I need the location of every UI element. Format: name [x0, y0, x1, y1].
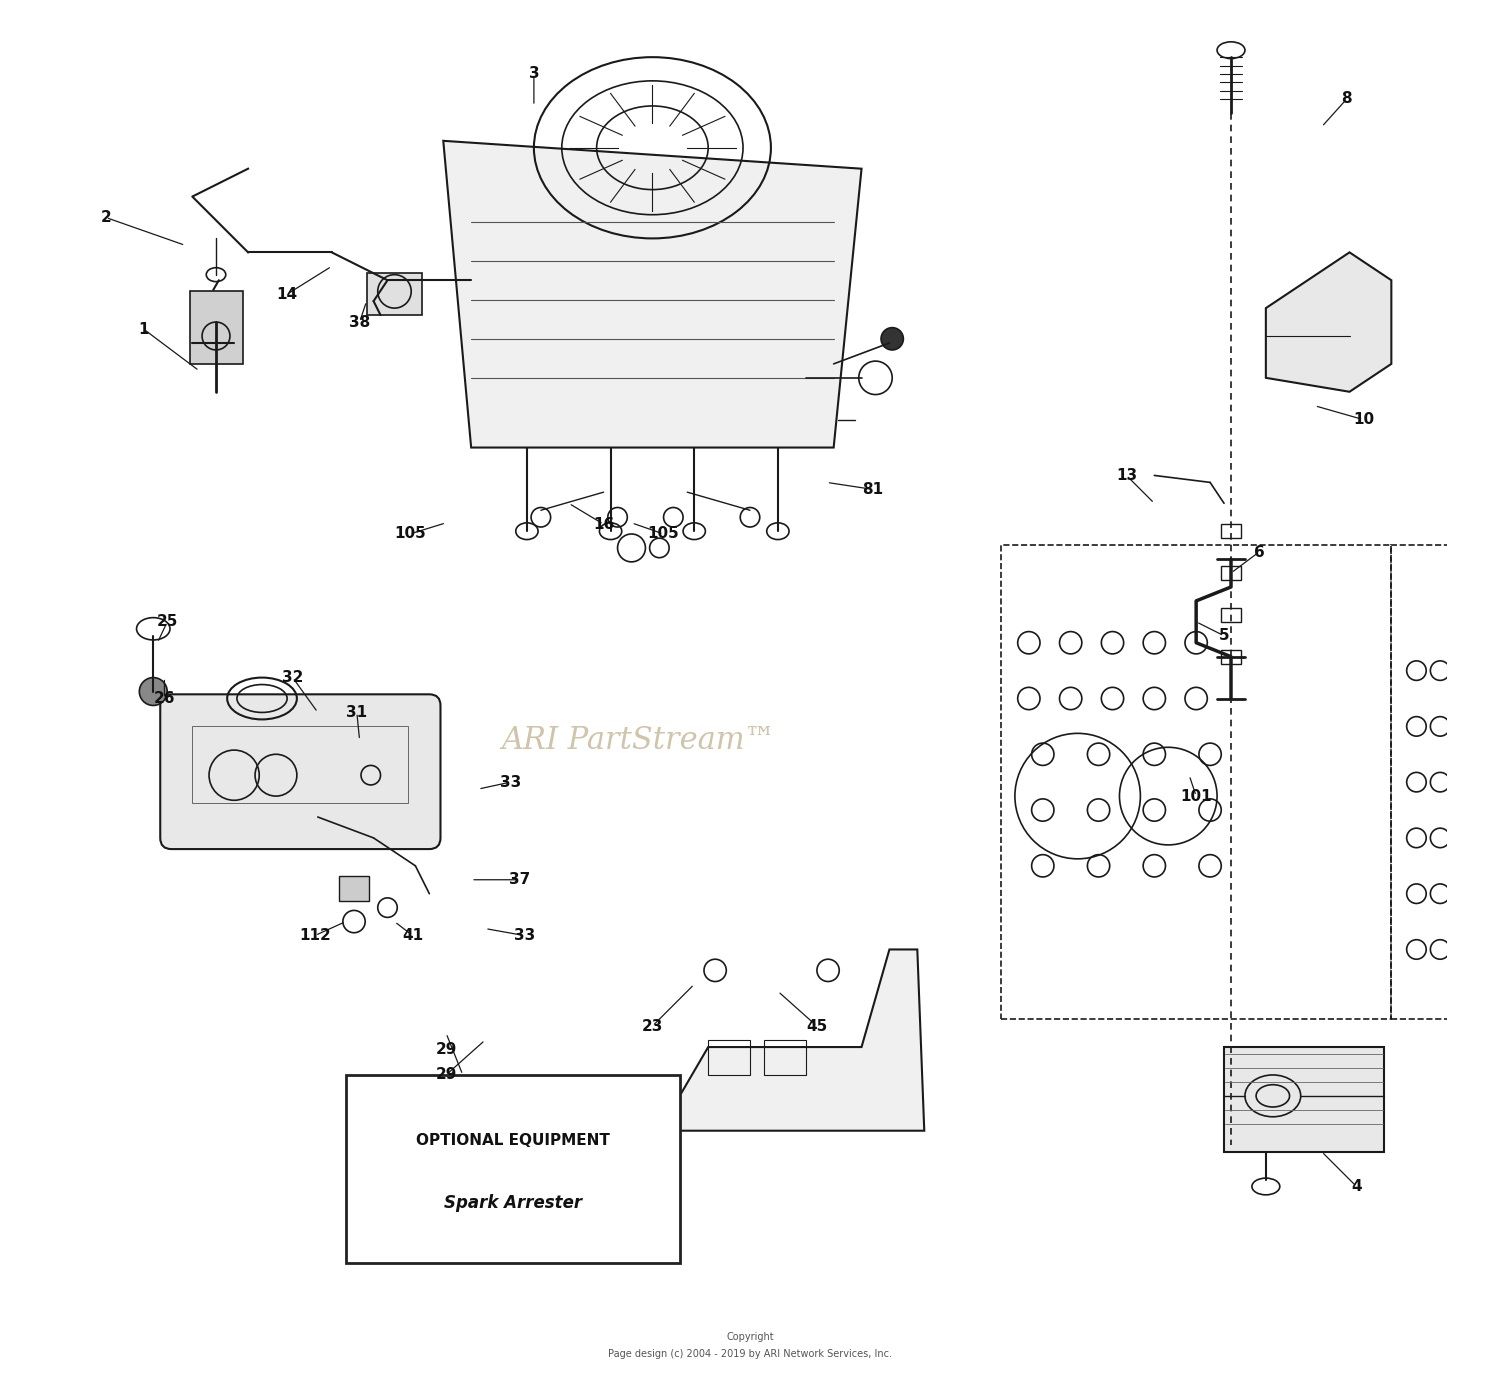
Text: 8: 8: [1341, 91, 1352, 106]
Text: 14: 14: [276, 286, 297, 302]
Bar: [764, 1041, 806, 1074]
Bar: [345, 1074, 681, 1263]
Polygon shape: [660, 950, 924, 1130]
Text: 26: 26: [153, 692, 176, 705]
Circle shape: [880, 328, 903, 349]
Text: 112: 112: [298, 928, 332, 943]
Polygon shape: [444, 141, 861, 447]
Text: 25: 25: [156, 615, 178, 629]
Bar: [339, 876, 369, 901]
Text: 4: 4: [1352, 1179, 1362, 1194]
Text: 33: 33: [500, 775, 520, 789]
Text: 105: 105: [648, 527, 680, 542]
Text: 10: 10: [1353, 412, 1374, 427]
Text: 13: 13: [1116, 468, 1137, 483]
Text: 81: 81: [862, 482, 883, 497]
FancyBboxPatch shape: [160, 694, 441, 849]
Bar: [1221, 608, 1240, 622]
Text: 101: 101: [1180, 788, 1212, 803]
Text: 45: 45: [807, 1018, 828, 1034]
Text: 3: 3: [528, 67, 538, 81]
Bar: [189, 292, 243, 363]
Text: 16: 16: [592, 517, 613, 532]
Text: 37: 37: [510, 872, 531, 887]
Polygon shape: [1266, 253, 1392, 391]
Text: 41: 41: [402, 928, 423, 943]
Bar: [192, 726, 408, 803]
Bar: [1392, 545, 1474, 1020]
Bar: [708, 1041, 750, 1074]
Text: OPTIONAL EQUIPMENT: OPTIONAL EQUIPMENT: [416, 1133, 610, 1148]
Bar: [366, 274, 423, 316]
Text: 1: 1: [138, 321, 148, 337]
Circle shape: [140, 678, 166, 705]
Bar: [1221, 650, 1240, 664]
Text: 23: 23: [642, 1018, 663, 1034]
Text: 31: 31: [346, 705, 368, 719]
Text: 6: 6: [1254, 545, 1264, 560]
Text: 105: 105: [394, 527, 426, 542]
Text: 32: 32: [282, 671, 303, 685]
Text: 38: 38: [350, 314, 370, 330]
Text: Page design (c) 2004 - 2019 by ARI Network Services, Inc.: Page design (c) 2004 - 2019 by ARI Netwo…: [608, 1348, 892, 1359]
Bar: [1224, 1048, 1385, 1151]
Text: 2: 2: [100, 210, 111, 225]
Text: 33: 33: [513, 928, 535, 943]
Text: Copyright: Copyright: [726, 1333, 774, 1343]
Text: 29: 29: [435, 1042, 456, 1058]
Text: ARI PartStream™: ARI PartStream™: [501, 725, 776, 756]
Bar: [1000, 545, 1392, 1020]
Text: 29: 29: [435, 1067, 456, 1083]
Bar: [1221, 566, 1240, 580]
Bar: [1221, 524, 1240, 538]
Text: Spark Arrester: Spark Arrester: [444, 1194, 582, 1213]
Text: 5: 5: [1218, 629, 1230, 643]
